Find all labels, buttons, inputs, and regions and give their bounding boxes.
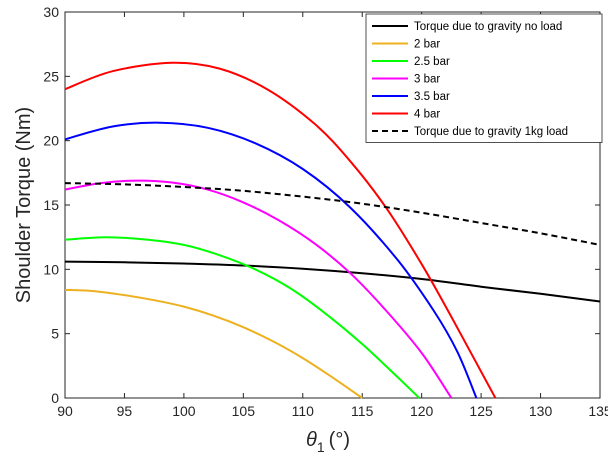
x-tick-label: 105: [232, 403, 256, 419]
x-axis-title-unit: (°): [329, 429, 350, 451]
x-tick-label: 125: [469, 403, 493, 419]
y-tick-label: 0: [51, 390, 59, 406]
y-tick-label: 15: [43, 197, 59, 213]
x-tick-label: 120: [410, 403, 434, 419]
legend-label: 3.5 bar: [414, 91, 450, 103]
x-axis-title-subscript: 1: [317, 439, 325, 455]
legend-label: 2 bar: [414, 39, 440, 51]
x-tick-label: 110: [292, 403, 315, 419]
x-axis-title: θ1 (°): [306, 429, 350, 455]
y-tick-label: 5: [51, 326, 59, 342]
series-line-3-5-bar: [64, 121, 478, 399]
series-line-2-5-bar: [64, 236, 420, 399]
y-tick-label: 10: [43, 261, 59, 277]
x-tick-label: 130: [529, 403, 553, 419]
x-tick-label: 115: [351, 403, 374, 419]
legend-label: 2.5 bar: [414, 56, 450, 68]
x-tick-label: 90: [57, 403, 73, 419]
legend-label: 4 bar: [414, 109, 440, 121]
legend-label: Torque due to gravity no load: [414, 21, 562, 33]
series-line-torque-due-to-gravity-no-load: [64, 260, 601, 303]
series-line-3-bar: [64, 179, 453, 399]
y-tick-label: 20: [43, 133, 59, 149]
y-tick-label: 25: [43, 68, 59, 84]
series-group: [64, 61, 601, 399]
series-line-4-bar: [64, 61, 497, 399]
y-axis-title: Shoulder Torque (Nm): [13, 107, 35, 303]
y-tick-label: 30: [43, 4, 59, 20]
x-tick-label: 95: [117, 403, 133, 419]
series-line-2-bar: [64, 288, 363, 399]
legend-label: 3 bar: [414, 74, 440, 86]
x-tick-label: 100: [172, 403, 196, 419]
x-axis-title-symbol: θ: [306, 429, 317, 451]
x-tick-label: 135: [588, 403, 608, 419]
legend: Torque due to gravity no load 2 bar 2.5 ba…: [365, 13, 603, 143]
legend-label: Torque due to gravity 1kg load: [414, 126, 568, 138]
